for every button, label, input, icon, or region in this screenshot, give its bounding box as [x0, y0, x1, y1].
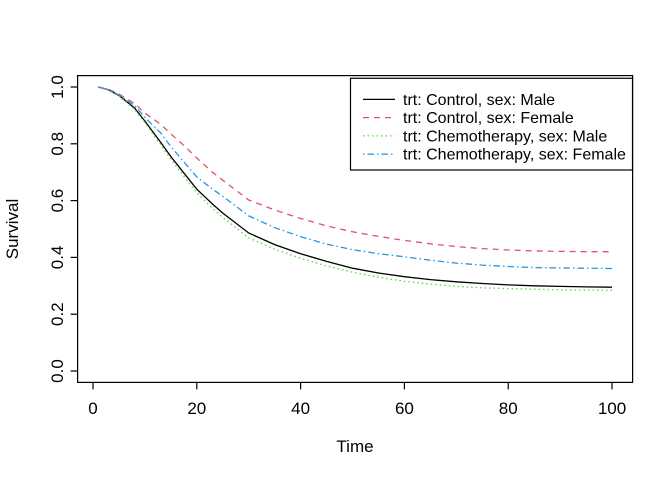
legend-entry-label: trt: Control, sex: Female — [403, 110, 574, 127]
y-tick-label: 1.0 — [48, 75, 67, 99]
legend-entry-label: trt: Control, sex: Male — [403, 92, 555, 109]
legend-entry-label: trt: Chemotherapy, sex: Male — [403, 128, 607, 145]
plot-generated-content: 0 20 40 60 80 100 0.0 0.2 0.4 0.6 0.8 1.0 trt: Contr… — [48, 74, 634, 418]
x-tick-label: 60 — [395, 399, 414, 418]
y-tick-label: 0.4 — [48, 246, 67, 270]
y-tick-label: 0.8 — [48, 132, 67, 156]
x-axis-title: Time — [336, 437, 373, 456]
x-tick-label: 20 — [187, 399, 206, 418]
survival-curve-1 — [98, 86, 613, 288]
survival-curve-3 — [98, 86, 613, 291]
survival-curve-4 — [98, 86, 613, 270]
x-tick-label: 0 — [88, 399, 97, 418]
legend-box — [349, 77, 634, 171]
y-axis-title: Survival — [3, 199, 22, 259]
y-tick-label: 0.2 — [48, 302, 67, 326]
plot-border-box — [76, 74, 634, 383]
legend-entry-label: trt: Chemotherapy, sex: Female — [403, 147, 626, 164]
y-tick-label: 0.0 — [48, 359, 67, 383]
x-tick-label: 40 — [291, 399, 310, 418]
y-tick-label: 0.6 — [48, 189, 67, 213]
x-tick-label: 100 — [598, 399, 626, 418]
x-tick-label: 80 — [499, 399, 518, 418]
survival-curve-2 — [98, 86, 612, 253]
